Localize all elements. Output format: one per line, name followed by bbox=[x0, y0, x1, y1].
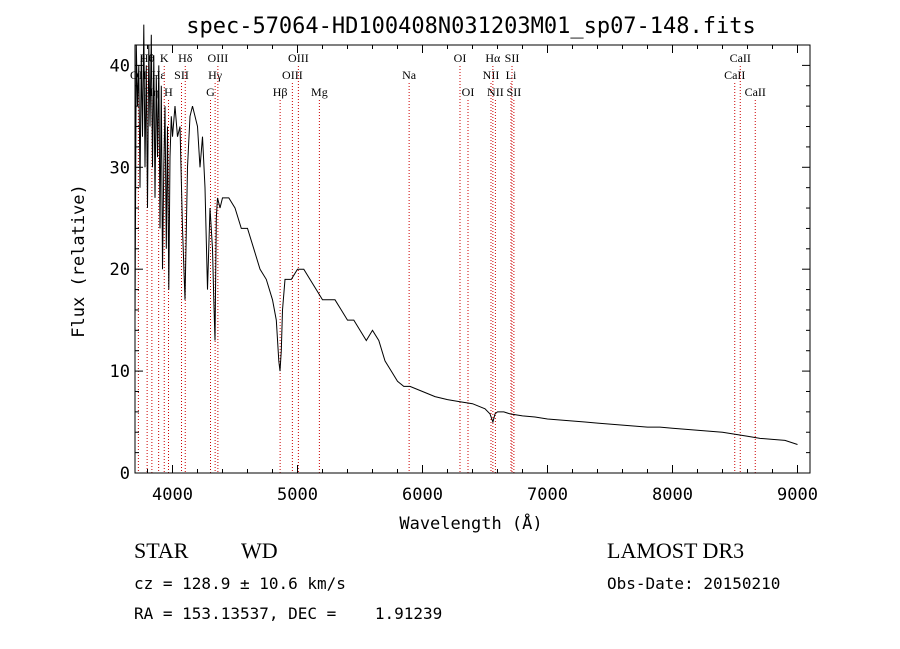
line-marker-label: SII bbox=[505, 51, 520, 65]
x-tick-label: 9000 bbox=[777, 485, 818, 505]
x-tick-label: 5000 bbox=[277, 485, 318, 505]
line-marker-label: Li bbox=[506, 68, 517, 82]
line-marker-label: Hγ bbox=[208, 68, 223, 82]
line-marker-label: Hδ bbox=[178, 51, 193, 65]
line-marker-label: SII bbox=[507, 85, 522, 99]
x-tick-label: 7000 bbox=[527, 485, 568, 505]
line-marker-label: OIII bbox=[288, 51, 309, 65]
y-tick-label: 20 bbox=[110, 260, 130, 280]
line-marker-label: SII bbox=[174, 68, 189, 82]
survey-label: LAMOST DR3 bbox=[607, 538, 745, 563]
line-marker-label: G bbox=[206, 85, 215, 99]
y-axis-label: Flux (relative) bbox=[69, 184, 89, 338]
line-marker-label: Hβ bbox=[273, 85, 288, 99]
axes: 4000 5000 6000 7000 8000 9000 0 10 20 30 40 bbox=[110, 45, 818, 505]
line-marker-label: NII bbox=[483, 68, 500, 82]
plot-frame bbox=[134, 44, 811, 474]
line-marker-label: H bbox=[164, 85, 173, 99]
redshift-text: cz = 128.9 ± 10.6 km/s bbox=[134, 574, 346, 593]
subclass-label: WD bbox=[241, 538, 278, 563]
x-tick-label: 8000 bbox=[652, 485, 693, 505]
line-marker-label: OIII bbox=[282, 68, 303, 82]
line-marker-label: OIII bbox=[208, 51, 229, 65]
coordinates-text: RA = 153.13537, DEC = 1.91239 bbox=[134, 604, 443, 623]
line-marker-label: K bbox=[160, 51, 169, 65]
y-tick-label: 10 bbox=[110, 362, 130, 382]
line-marker-label: Mg bbox=[311, 85, 328, 99]
y-tick-label: 40 bbox=[110, 56, 130, 76]
y-tick-label: 0 bbox=[120, 464, 130, 484]
line-marker-label: Na bbox=[402, 68, 417, 82]
line-marker-label: Hθ bbox=[140, 51, 155, 65]
line-marker-label: CaII bbox=[745, 85, 766, 99]
chart-title: spec-57064-HD100408N031203M01_sp07-148.f… bbox=[186, 14, 756, 39]
line-marker-label: Hα bbox=[485, 51, 501, 65]
obs-date-text: Obs-Date: 20150210 bbox=[607, 574, 781, 593]
line-marker-label: CaII bbox=[724, 68, 745, 82]
line-marker-label: OI bbox=[462, 85, 475, 99]
line-marker-label: OI bbox=[454, 51, 467, 65]
line-markers: HθOIIHηHεKHSIIHδGHγOIIIHβOIIIOIIIMgNaOIO… bbox=[130, 51, 766, 473]
y-tick-label: 30 bbox=[110, 158, 130, 178]
spectrum-line bbox=[134, 24, 798, 445]
x-tick-label: 4000 bbox=[152, 485, 193, 505]
line-marker-label: NII bbox=[487, 85, 504, 99]
class-label: STAR bbox=[134, 538, 189, 563]
line-marker-label: CaII bbox=[730, 51, 751, 65]
x-axis-label: Wavelength (Å) bbox=[399, 512, 542, 534]
x-tick-label: 6000 bbox=[402, 485, 443, 505]
